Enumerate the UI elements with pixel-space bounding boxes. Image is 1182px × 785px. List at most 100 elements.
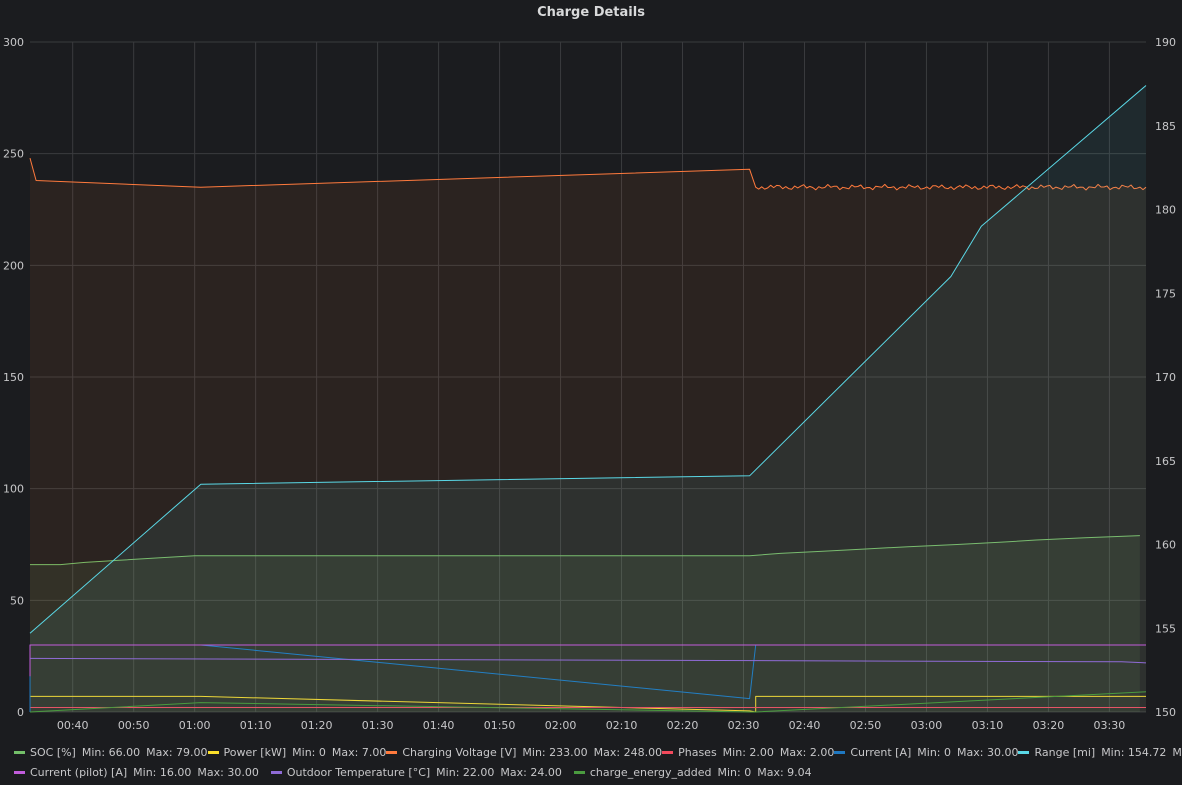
x-tick-label: 03:00 [911, 719, 943, 732]
x-tick-label: 00:40 [57, 719, 89, 732]
legend-swatch [662, 750, 674, 754]
legend-max-label: Max: [146, 745, 173, 759]
legend-min-label: Min: [436, 765, 460, 779]
x-tick-label: 01:40 [423, 719, 455, 732]
legend-min-label: Min: [133, 765, 157, 779]
legend-stats: Min: 0 Max: 7.00 [292, 746, 386, 759]
legend-min-label: Min: [81, 745, 106, 759]
legend-min-label: Min: [917, 745, 941, 759]
legend-min-value: 2.00 [745, 745, 774, 759]
legend-swatch [207, 750, 219, 754]
legend-max-value: 30.00 [223, 765, 259, 779]
series-line-charge-energy-added [29, 691, 1147, 713]
legend-max-value: 79.00 [172, 745, 208, 759]
legend-stats: Min: 0 Max: 9.04 [717, 766, 811, 779]
y-left-tick-label: 300 [3, 36, 24, 49]
legend-min-value: 66.00 [105, 745, 141, 759]
legend-max-label: Max: [1172, 745, 1182, 759]
legend-item[interactable]: Range [mi]Min: 154.72Max: 187.41 [1018, 746, 1182, 759]
x-tick-label: 02:20 [667, 719, 699, 732]
series-area-range-mi [30, 85, 1146, 712]
legend-min-label: Min: [1101, 745, 1125, 759]
legend-item[interactable]: Phases Min: 2.00 Max: 2.00 [662, 746, 834, 759]
legend-min-value: 233.00 [545, 745, 588, 759]
x-tick-label: 02:40 [789, 719, 821, 732]
y-left-tick-label: 50 [10, 594, 24, 607]
legend-series-name: Phases [678, 745, 717, 759]
legend-max-label: Max: [779, 745, 807, 759]
y-left-tick-label: 150 [3, 371, 24, 384]
chart-legend: SOC [%] Min: 66.00 Max: 79.00 Power [kW] Min… [14, 742, 1182, 782]
legend-max-value: 2.00 [806, 745, 835, 759]
x-tick-label: 02:00 [545, 719, 577, 732]
x-tick-label: 03:20 [1033, 719, 1065, 732]
legend-series-name: Current [A] [850, 745, 912, 759]
legend-swatch [1018, 750, 1030, 754]
legend-item[interactable]: Outdoor Temperature [°C] Min: 22.00 Max: 2… [270, 765, 562, 779]
legend-min-value: 154.72 [1124, 745, 1167, 759]
legend-row: SOC [%] Min: 66.00 Max: 79.00 Power [kW] Min… [14, 742, 1182, 762]
x-tick-label: 02:30 [728, 719, 760, 732]
legend-series-name: Range [mi] [1034, 745, 1096, 759]
x-tick-label: 01:50 [484, 719, 516, 732]
series-line-soc [30, 535, 1140, 566]
y-right-tick-label: 160 [1155, 539, 1176, 552]
legend-max-label: Max: [757, 765, 784, 779]
legend-min-label: Min: [722, 745, 746, 759]
legend-series-name: Charging Voltage [V] [402, 745, 517, 759]
y-left-tick-label: 0 [17, 706, 24, 719]
legend-swatch [270, 770, 282, 774]
series-line-outdoor-temperature-c [29, 657, 1147, 664]
y-right-tick-label: 165 [1155, 455, 1176, 468]
series-line-charging-voltage-v [29, 157, 1147, 191]
legend-max-label: Max: [957, 745, 984, 759]
legend-swatch [834, 750, 846, 754]
legend-min-value: 22.00 [459, 765, 495, 779]
legend-item[interactable]: Charging Voltage [V] Min: 233.00 Max: 248.… [386, 746, 662, 759]
legend-series-name: SOC [%] [30, 745, 76, 759]
legend-max-label: Max: [331, 745, 359, 759]
legend-stats: Min: 154.72Max: 187.41 [1101, 746, 1182, 759]
y-right-tick-label: 190 [1155, 36, 1176, 49]
x-tick-label: 01:00 [179, 719, 211, 732]
legend-max-value: 9.04 [783, 765, 812, 779]
legend-stats: Min: 16.00 Max: 30.00 [133, 766, 259, 779]
legend-stats: Min: 233.00 Max: 248.00 [522, 746, 662, 759]
series-line-current-pilot-a [29, 644, 1146, 677]
series-area-charging-voltage-v [30, 158, 1146, 713]
x-tick-label: 01:20 [301, 719, 333, 732]
legend-item[interactable]: Current [A] Min: 0 Max: 30.00 [834, 746, 1018, 759]
chart-plot: 0 50 100 150 200 250 300 00:40 00:50 01:00 01:10 01… [3, 36, 1176, 732]
legend-series-name: Power [kW] [223, 745, 287, 759]
y-left-tick-label: 250 [3, 148, 24, 161]
legend-max-label: Max: [197, 765, 224, 779]
legend-swatch [14, 770, 25, 774]
legend-max-value: 24.00 [526, 765, 562, 779]
legend-min-label: Min: [522, 745, 546, 759]
legend-min-value: 16.00 [156, 765, 192, 779]
legend-item[interactable]: Power [kW] Min: 0 Max: 7.00 [207, 745, 386, 759]
legend-stats: Min: 0 Max: 30.00 [917, 746, 1018, 759]
series-area-soc [30, 535, 1140, 712]
legend-series-name: Current (pilot) [A] [30, 765, 128, 779]
x-tick-label: 01:30 [362, 719, 394, 732]
legend-item[interactable]: SOC [%] Min: 66.00 Max: 79.00 [14, 746, 208, 759]
legend-min-value: 0 [740, 765, 752, 779]
legend-item[interactable]: charge_energy_added Min: 0 Max: 9.04 [573, 765, 812, 779]
y-left-tick-label: 200 [3, 259, 24, 272]
x-tick-label: 03:30 [1094, 719, 1126, 732]
y-right-tick-label: 150 [1155, 706, 1176, 719]
legend-series-name: charge_energy_added [589, 765, 712, 779]
legend-series-name: Outdoor Temperature [°C] [286, 765, 431, 779]
y-left-tick-label: 100 [3, 483, 24, 496]
legend-stats: Min: 22.00 Max: 24.00 [436, 766, 562, 779]
legend-max-label: Max: [500, 765, 527, 779]
x-tick-label: 01:10 [240, 719, 272, 732]
legend-min-label: Min: [717, 765, 741, 779]
legend-max-label: Max: [593, 745, 621, 759]
legend-item[interactable]: Current (pilot) [A] Min: 16.00 Max: 30.00 [14, 766, 259, 779]
series-line-range-mi [29, 85, 1147, 634]
x-tick-label: 02:50 [850, 719, 882, 732]
legend-min-value: 0 [315, 745, 326, 759]
